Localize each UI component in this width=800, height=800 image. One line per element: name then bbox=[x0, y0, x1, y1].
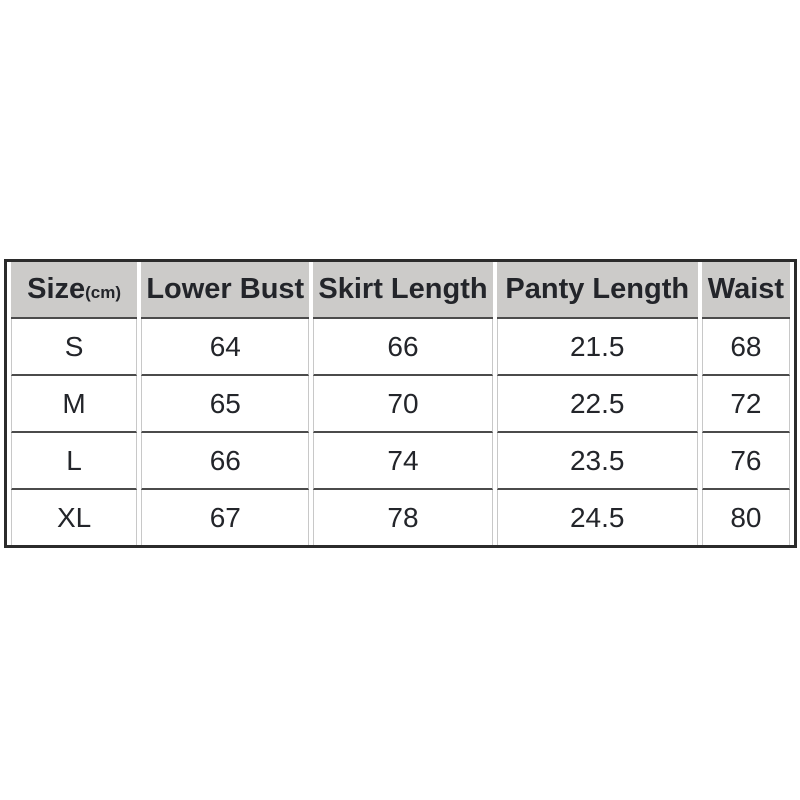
size-unit-label: (cm) bbox=[85, 283, 122, 302]
cell-size: L bbox=[11, 433, 138, 490]
header-row: Size(cm) Lower Bust Skirt Length Panty L… bbox=[11, 262, 790, 319]
column-header-size: Size(cm) bbox=[11, 262, 138, 319]
column-header-lower-bust: Lower Bust bbox=[141, 262, 310, 319]
table-row-l: L 66 74 23.5 76 bbox=[11, 433, 790, 490]
cell-size: M bbox=[11, 376, 138, 433]
cell-panty-length: 22.5 bbox=[496, 376, 698, 433]
cell-panty-length: 21.5 bbox=[496, 319, 698, 376]
cell-skirt-length: 74 bbox=[313, 433, 493, 490]
cell-waist: 80 bbox=[701, 490, 790, 545]
table-row-m: M 65 70 22.5 72 bbox=[11, 376, 790, 433]
cell-lower-bust: 64 bbox=[141, 319, 310, 376]
cell-panty-length: 24.5 bbox=[496, 490, 698, 545]
cell-lower-bust: 66 bbox=[141, 433, 310, 490]
table-row-s: S 64 66 21.5 68 bbox=[11, 319, 790, 376]
cell-lower-bust: 67 bbox=[141, 490, 310, 545]
cell-skirt-length: 70 bbox=[313, 376, 493, 433]
cell-waist: 76 bbox=[701, 433, 790, 490]
size-chart-table: Size(cm) Lower Bust Skirt Length Panty L… bbox=[4, 259, 797, 548]
cell-panty-length: 23.5 bbox=[496, 433, 698, 490]
column-header-skirt-length: Skirt Length bbox=[313, 262, 493, 319]
size-label: Size bbox=[27, 273, 86, 305]
column-header-panty-length: Panty Length bbox=[496, 262, 698, 319]
cell-skirt-length: 78 bbox=[313, 490, 493, 545]
cell-waist: 68 bbox=[701, 319, 790, 376]
cell-waist: 72 bbox=[701, 376, 790, 433]
cell-size: S bbox=[11, 319, 138, 376]
column-header-waist: Waist bbox=[701, 262, 790, 319]
cell-size: XL bbox=[11, 490, 138, 545]
cell-lower-bust: 65 bbox=[141, 376, 310, 433]
cell-skirt-length: 66 bbox=[313, 319, 493, 376]
table-row-xl: XL 67 78 24.5 80 bbox=[11, 490, 790, 545]
